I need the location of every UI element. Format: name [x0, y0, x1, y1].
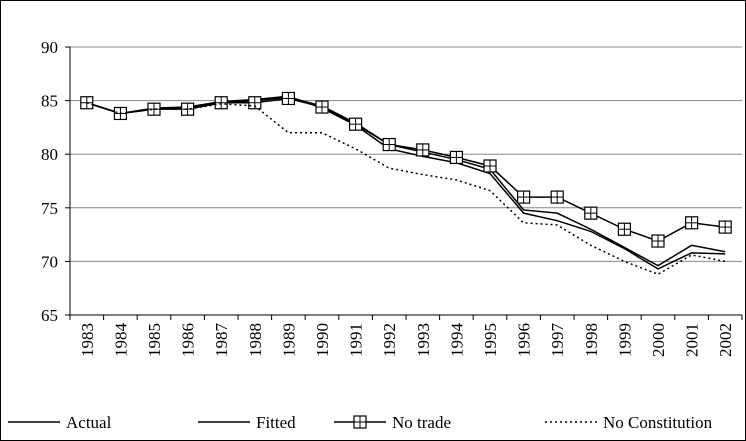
x-tick-label: 1988 [246, 323, 265, 357]
x-tick-label: 2001 [683, 323, 702, 357]
legend-label: Fitted [256, 413, 296, 432]
x-tick-label: 1986 [179, 323, 198, 357]
x-tick-label: 1987 [212, 323, 231, 358]
x-tick-label: 1991 [347, 323, 366, 357]
y-tick-label: 85 [41, 92, 58, 111]
x-tick-label: 1995 [481, 323, 500, 357]
y-tick-label: 75 [41, 199, 58, 218]
series-line [86, 102, 726, 276]
x-tick-label: 1989 [279, 323, 298, 357]
x-tick-label: 1985 [145, 323, 164, 357]
x-tick-label: 1998 [582, 323, 601, 357]
y-tick-label: 70 [41, 252, 58, 271]
x-tick-label: 1994 [447, 323, 466, 358]
x-tick-label: 1990 [313, 323, 332, 357]
legend-label: No Constitution [603, 413, 713, 432]
y-tick-label: 65 [41, 306, 58, 325]
y-tick-label: 90 [41, 38, 58, 57]
x-tick-label: 1997 [548, 323, 567, 358]
x-tick-label: 1992 [380, 323, 399, 357]
x-tick-label: 2000 [649, 323, 668, 357]
x-tick-label: 2002 [716, 323, 735, 357]
legend-label: No trade [392, 413, 451, 432]
x-tick-label: 1996 [515, 323, 534, 357]
x-tick-label: 1999 [615, 323, 634, 357]
y-tick-label: 80 [41, 145, 58, 164]
legend-label: Actual [66, 413, 112, 432]
x-tick-label: 1984 [111, 323, 130, 358]
x-tick-label: 1993 [414, 323, 433, 357]
x-tick-label: 1983 [78, 323, 97, 357]
